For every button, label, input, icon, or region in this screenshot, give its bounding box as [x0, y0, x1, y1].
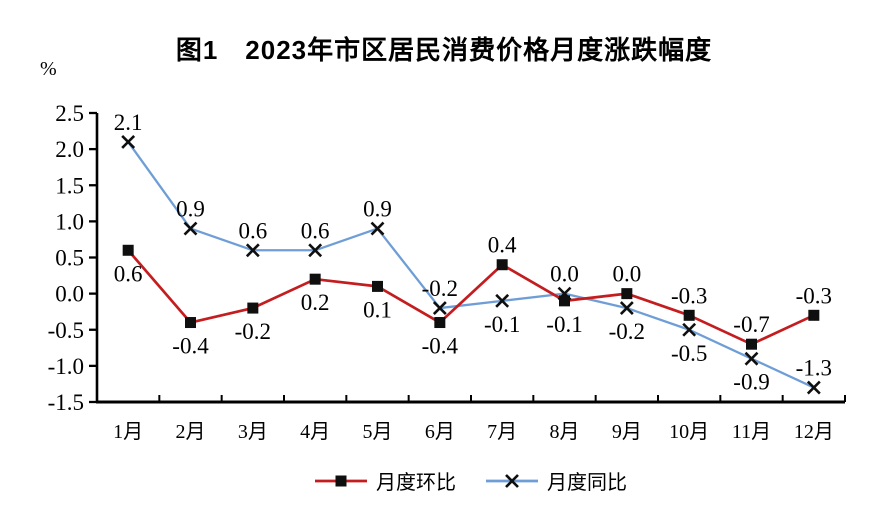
data-label: 0.6 [301, 218, 330, 243]
y-tick-label: 2.0 [55, 137, 84, 162]
x-tick-label: 4月 [300, 421, 330, 443]
data-label: 0.1 [363, 297, 392, 322]
marker-square [621, 288, 633, 300]
y-tick-label: -1.5 [48, 390, 84, 415]
marker-x [308, 243, 323, 258]
data-label: -0.1 [484, 312, 520, 337]
marker-x [245, 243, 260, 258]
x-tick-label: 11月 [732, 421, 771, 443]
legend-label-yoy: 月度同比 [547, 472, 627, 494]
data-label: 0.0 [550, 262, 579, 287]
data-label: -0.3 [796, 283, 832, 308]
marker-x [432, 301, 447, 315]
marker-x [370, 221, 385, 236]
marker-x [619, 301, 634, 315]
data-label: 0.2 [301, 290, 330, 315]
data-label: -1.3 [796, 356, 832, 381]
legend-item-yoy: 月度同比 [486, 466, 627, 495]
data-label: -0.3 [671, 283, 707, 308]
marker-square [746, 338, 757, 350]
marker-x [806, 380, 821, 395]
x-tick-label: 10月 [669, 421, 709, 443]
data-label: 0.6 [238, 218, 267, 243]
y-tick-label: -0.5 [48, 318, 84, 343]
marker-x [183, 221, 198, 236]
data-label: -0.7 [733, 312, 769, 337]
data-label: -0.5 [671, 341, 707, 366]
legend-marker-square [335, 475, 347, 486]
marker-square [185, 317, 196, 329]
legend-label-mom: 月度环比 [376, 472, 456, 494]
legend-line-x-icon [486, 473, 538, 489]
data-label: -0.2 [235, 319, 271, 344]
data-label: -0.2 [422, 276, 458, 301]
x-tick-label: 3月 [238, 421, 268, 443]
marker-x [682, 322, 697, 337]
legend: 月度环比 月度同比 [97, 466, 845, 495]
x-tick-label: 8月 [550, 421, 580, 443]
series-line-mom [127, 249, 815, 346]
data-label: -0.2 [609, 319, 645, 344]
marker-square [247, 302, 259, 314]
marker-square [683, 309, 695, 321]
x-tick-label: 12月 [794, 421, 834, 443]
marker-square [434, 317, 446, 329]
data-label: 0.0 [612, 262, 641, 287]
y-tick-label: 0.0 [55, 282, 84, 307]
marker-square [559, 295, 570, 307]
marker-square [496, 259, 508, 271]
legend-item-mom: 月度环比 [315, 466, 456, 495]
data-label: -0.1 [546, 312, 582, 337]
x-tick-label: 9月 [612, 421, 642, 443]
x-tick-label: 6月 [425, 421, 455, 443]
y-tick-label: 1.0 [55, 209, 84, 234]
data-label: 0.6 [114, 261, 143, 286]
marker-square [122, 244, 134, 256]
data-label: 0.4 [488, 233, 517, 258]
series-line-yoy [127, 141, 815, 389]
marker-x [121, 134, 136, 149]
data-label: -0.4 [172, 334, 209, 359]
y-tick-label: -1.0 [48, 354, 84, 379]
marker-square [372, 280, 383, 292]
marker-square [309, 273, 321, 285]
y-axis-unit-label: % [40, 58, 57, 80]
data-label: 0.9 [363, 197, 392, 222]
data-label: -0.4 [422, 334, 459, 359]
y-tick-label: 1.5 [55, 173, 84, 198]
chart-title: 图1 2023年市区居民消费价格月度涨跌幅度 [175, 35, 713, 65]
marker-x [495, 293, 510, 308]
y-tick-label: 0.5 [55, 246, 84, 271]
x-tick-label: 5月 [363, 421, 393, 443]
legend-marker-x [505, 473, 519, 488]
marker-square [808, 309, 820, 321]
data-label: 0.9 [176, 197, 205, 222]
y-tick-label: 2.5 [55, 101, 84, 126]
data-label: -0.9 [733, 370, 769, 395]
legend-line-square-icon [315, 473, 367, 489]
data-label: 2.1 [114, 110, 143, 135]
x-tick-label: 7月 [487, 421, 517, 443]
marker-x [744, 351, 759, 366]
x-tick-label: 2月 [176, 421, 206, 443]
x-tick-label: 1月 [113, 421, 143, 443]
